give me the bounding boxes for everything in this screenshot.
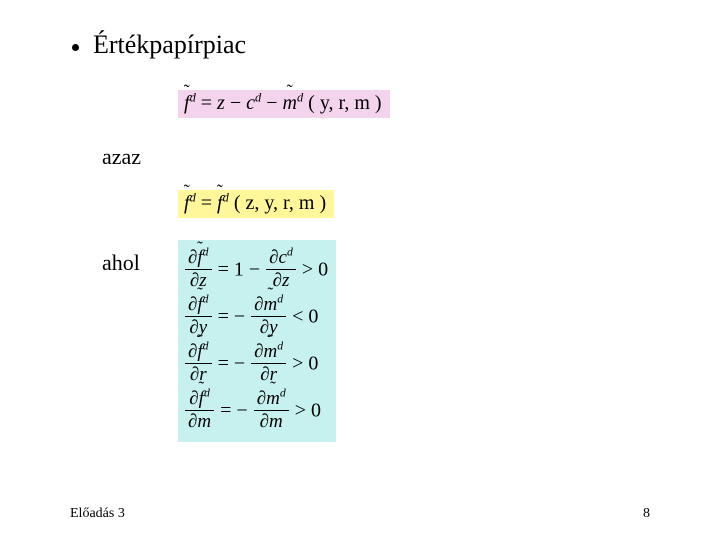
- equation-2-box: fd = fd ( z, y, r, m ): [178, 190, 334, 218]
- label-ahol: ahol: [102, 250, 140, 276]
- derivative-row-3: ∂fd∂r = − ∂md∂r > 0: [184, 342, 328, 385]
- derivative-row-2: ∂fd∂y = − ∂md∂y < 0: [184, 295, 328, 338]
- derivative-row-4: ∂fd∂m = − ∂md∂m > 0: [184, 389, 328, 432]
- derivative-row-1: ∂fd∂z = 1 − ∂cd∂z > 0: [184, 248, 328, 291]
- footer-left: Előadás 3: [70, 506, 125, 522]
- equation-3-box: ∂fd∂z = 1 − ∂cd∂z > 0∂fd∂y = − ∂md∂y < 0…: [178, 240, 336, 442]
- title-row: Értékpapírpiac: [72, 30, 246, 60]
- equation-3: ∂fd∂z = 1 − ∂cd∂z > 0∂fd∂y = − ∂md∂y < 0…: [178, 240, 336, 442]
- slide: Értékpapírpiac fd = z − cd − md ( y, r, …: [0, 0, 720, 540]
- equation-1-box: fd = z − cd − md ( y, r, m ): [178, 90, 390, 118]
- page-title: Értékpapírpiac: [93, 30, 246, 60]
- label-azaz: azaz: [102, 144, 141, 170]
- equation-2: fd = fd ( z, y, r, m ): [178, 190, 334, 218]
- bullet-icon: [72, 44, 79, 51]
- footer-right: 8: [643, 506, 650, 522]
- equation-1: fd = z − cd − md ( y, r, m ): [178, 90, 390, 118]
